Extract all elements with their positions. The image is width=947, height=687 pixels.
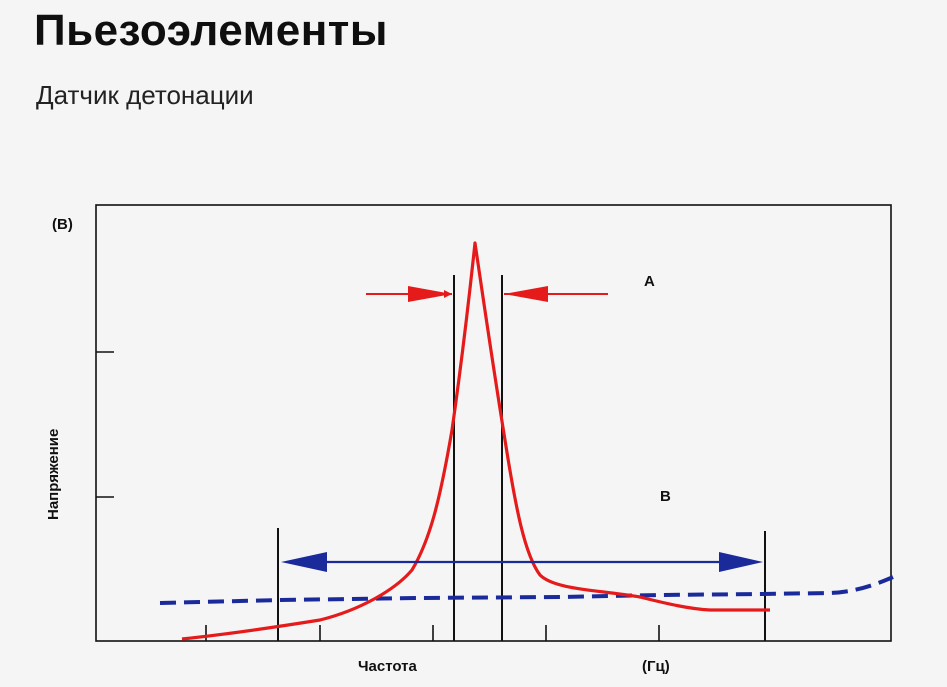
resonance-curve: [181, 241, 770, 641]
page-subtitle: Датчик детонации: [36, 80, 254, 110]
plot-frame: [95, 204, 892, 642]
noise-curve: [159, 575, 894, 605]
page-title: Пьезоэлементы: [34, 6, 388, 55]
x-axis-label: Частота: [358, 658, 418, 675]
range-arrowhead-left: [281, 552, 327, 572]
y-unit-label: (В): [52, 216, 73, 233]
annotation-a: A: [644, 273, 655, 290]
bandwidth-arrowhead-left: [408, 286, 452, 302]
y-axis-label: Напряжение: [45, 429, 62, 520]
range-arrowhead-right: [719, 552, 763, 572]
bandwidth-arrowhead-right: [504, 286, 548, 302]
annotation-b: B: [660, 488, 671, 505]
x-unit-label: (Гц): [642, 658, 670, 675]
